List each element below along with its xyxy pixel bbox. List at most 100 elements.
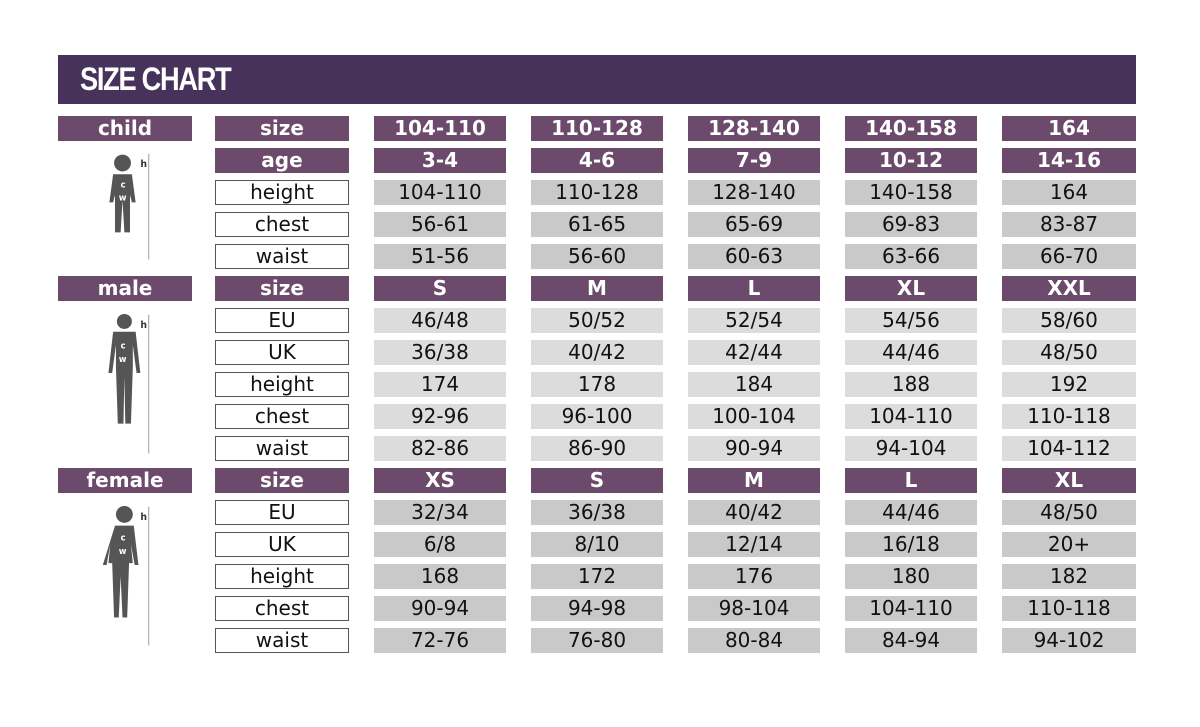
- height-marker: h: [140, 512, 147, 523]
- table-cell: 104-110: [845, 596, 977, 621]
- table-cell: 176: [688, 564, 820, 589]
- waist-marker: w: [119, 546, 127, 556]
- table-cell: 3-4: [374, 148, 506, 173]
- table-cell: 10-12: [845, 148, 977, 173]
- table-cell: 54/56: [845, 308, 977, 333]
- height-marker: h: [140, 320, 147, 331]
- table-cell: 36/38: [531, 500, 663, 525]
- table-cell: 182: [1002, 564, 1136, 589]
- page-title: SIZE CHART: [80, 61, 232, 97]
- row-label: chest: [215, 404, 349, 429]
- table-cell: 76-80: [531, 628, 663, 653]
- table-cell: 72-76: [374, 628, 506, 653]
- size-header: 140-158: [845, 116, 977, 141]
- size-header: 110-128: [531, 116, 663, 141]
- table-cell: 84-94: [845, 628, 977, 653]
- table-cell: 40/42: [531, 340, 663, 365]
- table-cell: 96-100: [531, 404, 663, 429]
- table-cell: 168: [374, 564, 506, 589]
- table-cell: 82-86: [374, 436, 506, 461]
- male-silhouette-icon: [108, 313, 141, 424]
- table-cell: 86-90: [531, 436, 663, 461]
- table-cell: 83-87: [1002, 212, 1136, 237]
- table-cell: 48/50: [1002, 500, 1136, 525]
- size-header: XXL: [1002, 276, 1136, 301]
- table-cell: 174: [374, 372, 506, 397]
- size-header: M: [531, 276, 663, 301]
- table-cell: 69-83: [845, 212, 977, 237]
- table-cell: 42/44: [688, 340, 820, 365]
- table-cell: 56-61: [374, 212, 506, 237]
- row-label: age: [215, 148, 349, 173]
- waist-marker: w: [119, 354, 127, 364]
- chest-marker: c: [121, 533, 126, 543]
- table-cell: 50/52: [531, 308, 663, 333]
- row-label: height: [215, 372, 349, 397]
- size-header: M: [688, 468, 820, 493]
- table-cell: 128-140: [688, 180, 820, 205]
- waist-marker: w: [119, 193, 127, 203]
- row-label: chest: [215, 212, 349, 237]
- size-header: S: [374, 276, 506, 301]
- table-cell: 180: [845, 564, 977, 589]
- size-header: 104-110: [374, 116, 506, 141]
- table-cell: 192: [1002, 372, 1136, 397]
- table-cell: 94-104: [845, 436, 977, 461]
- table-cell: 104-112: [1002, 436, 1136, 461]
- size-label: size: [215, 116, 349, 141]
- table-cell: 4-6: [531, 148, 663, 173]
- table-cell: 60-63: [688, 244, 820, 269]
- table-cell: 6/8: [374, 532, 506, 557]
- table-cell: 58/60: [1002, 308, 1136, 333]
- table-cell: 48/50: [1002, 340, 1136, 365]
- child-silhouette-icon: [109, 154, 136, 233]
- table-cell: 44/46: [845, 340, 977, 365]
- table-cell: 46/48: [374, 308, 506, 333]
- table-cell: 140-158: [845, 180, 977, 205]
- table-cell: 90-94: [688, 436, 820, 461]
- size-label: size: [215, 468, 349, 493]
- table-cell: 90-94: [374, 596, 506, 621]
- table-cell: 178: [531, 372, 663, 397]
- size-header: S: [531, 468, 663, 493]
- row-label: chest: [215, 596, 349, 621]
- table-cell: 92-96: [374, 404, 506, 429]
- table-cell: 14-16: [1002, 148, 1136, 173]
- table-cell: 164: [1002, 180, 1136, 205]
- chest-marker: c: [121, 341, 126, 351]
- table-cell: 8/10: [531, 532, 663, 557]
- table-cell: 65-69: [688, 212, 820, 237]
- size-header: XL: [1002, 468, 1136, 493]
- section-label-female: female: [58, 468, 192, 493]
- row-label: waist: [215, 436, 349, 461]
- table-cell: 7-9: [688, 148, 820, 173]
- table-cell: 44/46: [845, 500, 977, 525]
- table-cell: 94-102: [1002, 628, 1136, 653]
- row-label: waist: [215, 244, 349, 269]
- table-cell: 98-104: [688, 596, 820, 621]
- table-cell: 16/18: [845, 532, 977, 557]
- table-cell: 188: [845, 372, 977, 397]
- table-cell: 61-65: [531, 212, 663, 237]
- female-silhouette-icon: [102, 505, 139, 618]
- table-cell: 80-84: [688, 628, 820, 653]
- chest-marker: c: [121, 179, 126, 189]
- size-header: XL: [845, 276, 977, 301]
- row-label: height: [215, 180, 349, 205]
- table-cell: 110-128: [531, 180, 663, 205]
- table-cell: 184: [688, 372, 820, 397]
- row-label: UK: [215, 532, 349, 557]
- table-cell: 12/14: [688, 532, 820, 557]
- size-header: XS: [374, 468, 506, 493]
- table-cell: 100-104: [688, 404, 820, 429]
- table-cell: 104-110: [374, 180, 506, 205]
- table-cell: 63-66: [845, 244, 977, 269]
- row-label: EU: [215, 500, 349, 525]
- table-cell: 56-60: [531, 244, 663, 269]
- table-cell: 20+: [1002, 532, 1136, 557]
- table-cell: 52/54: [688, 308, 820, 333]
- row-label: UK: [215, 340, 349, 365]
